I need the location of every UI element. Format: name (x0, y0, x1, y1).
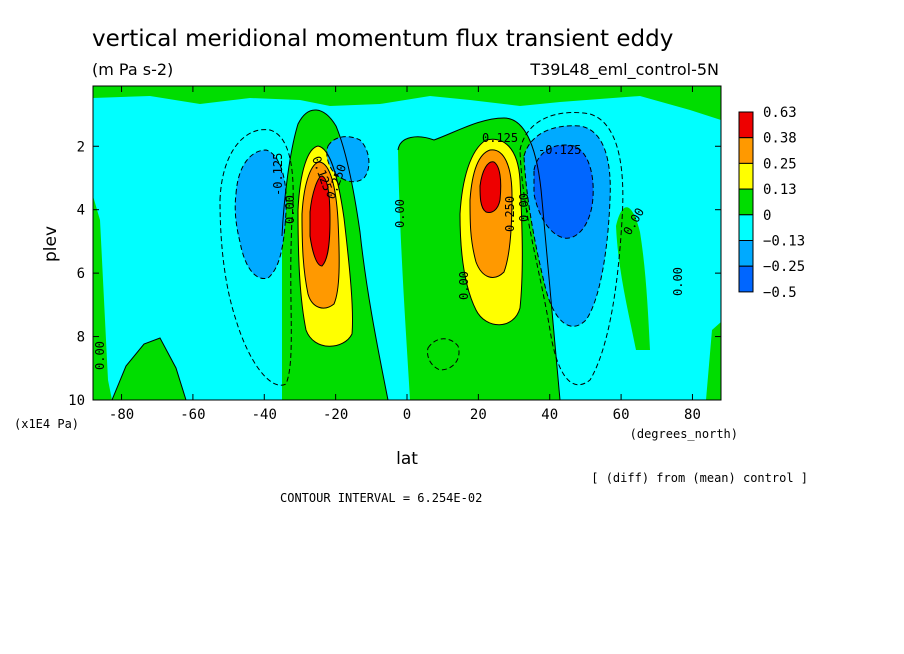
contour-label: 0.00 (283, 195, 297, 224)
y-tick-label: 6 (77, 266, 85, 282)
chart-title: vertical meridional momentum flux transi… (92, 26, 673, 52)
red-region-sh (310, 176, 330, 266)
colorbar-label: −0.25 (763, 259, 805, 275)
contour-sh-mid (301, 161, 340, 309)
green-region-np-edge (616, 207, 650, 350)
contour-neg-nh (523, 125, 611, 327)
colorbar-label: 0.38 (763, 131, 797, 147)
y-axis-label: plev (41, 226, 61, 262)
green-region-sp-edge (93, 196, 112, 400)
contour-label: 0.00 (671, 267, 685, 296)
contour-label: 0.00 (393, 199, 407, 228)
y-tick-label: 10 (68, 393, 85, 409)
run-id: T39L48_eml_control-5N (529, 60, 719, 80)
x-axis: -80 -60 -40 -20 0 20 40 60 80 (109, 86, 701, 423)
x-tick-label: 40 (541, 407, 558, 423)
contour-neg-eq (427, 338, 460, 371)
green-region-top-band (93, 86, 721, 120)
y-units: (x1E4 Pa) (14, 417, 79, 431)
x-tick-label: -80 (109, 407, 134, 423)
x-tick-label: -40 (252, 407, 277, 423)
contour-neg-nh-outer (519, 112, 624, 386)
y-tick-label: 2 (77, 139, 85, 155)
contour-label: -0.125 (271, 153, 285, 196)
y-tick-label: 4 (77, 203, 85, 219)
contour-zero-sh (281, 109, 389, 400)
x-tick-label: 80 (684, 407, 701, 423)
green-region-sp-wedge (112, 338, 186, 400)
colorbar-swatch (738, 188, 754, 216)
contour-neg-sh (234, 149, 287, 280)
colorbar-swatch (738, 111, 754, 139)
y-axis: 2 4 6 8 10 (68, 139, 721, 409)
dashed-contours (219, 112, 624, 386)
colorbar-swatch (738, 214, 754, 242)
x-axis-label: lat (396, 449, 418, 469)
colorbar-swatch (738, 240, 754, 267)
contour-label: 0.00 (517, 193, 531, 222)
blue-region-sh-upper (326, 136, 369, 182)
contour-zero-nh (397, 117, 561, 400)
contour-nh-mid (469, 149, 513, 278)
contour-nh-outer (459, 138, 523, 326)
x-tick-label: 60 (613, 407, 630, 423)
x-tick-label: -60 (180, 407, 205, 423)
contour-neg-sh-upper (326, 136, 370, 183)
contour-label: 0.00 (457, 271, 471, 300)
x-tick-label: 0 (403, 407, 411, 423)
colorbar-label: −0.13 (763, 234, 805, 250)
y-tick-label: 8 (77, 330, 85, 346)
contour-neg-nh-inner (533, 144, 594, 239)
contour-sh-inner (309, 175, 331, 267)
plot-area: 0.00 -0.125 0.125 0.250 0.00 0.00 0.125 … (93, 86, 721, 400)
diff-note: [ (diff) from (mean) control ] (591, 471, 808, 485)
colorbar-label: 0.63 (763, 105, 797, 121)
colorbar-label: 0.13 (763, 182, 797, 198)
colorbar-label: 0.25 (763, 156, 797, 172)
solid-contours (111, 109, 561, 400)
contour-sp-zero (111, 337, 187, 400)
chart-units: (m Pa s-2) (92, 60, 173, 79)
colorbar-label: −0.5 (763, 285, 797, 301)
colorbar-swatch (738, 137, 754, 164)
green-region-np-corner (706, 322, 721, 400)
x-tick-label: 20 (470, 407, 487, 423)
contour-interval: CONTOUR INTERVAL = 6.254E-02 (280, 491, 482, 505)
x-tick-label: -20 (323, 407, 348, 423)
colorbar: 0.63 0.38 0.25 0.13 0 −0.13 −0.25 −0.5 (738, 105, 805, 301)
x-units: (degrees_north) (630, 427, 738, 441)
red-region-nh (480, 161, 501, 213)
contour-nh-inner (479, 161, 502, 213)
contour-label: 0.250 (503, 196, 517, 232)
contour-label: -0.125 (538, 143, 581, 157)
darkblue-region-nh (534, 145, 594, 239)
contour-neg-sh-outer (219, 129, 294, 386)
colorbar-label: 0 (763, 208, 771, 224)
blue-region-sh (235, 150, 287, 279)
contour-sh-outer (297, 145, 354, 347)
contour-label: 0.00 (93, 341, 107, 370)
colorbar-swatch (738, 162, 754, 190)
colorbar-swatch (738, 265, 754, 293)
contour-label: 0.125 (482, 131, 518, 145)
